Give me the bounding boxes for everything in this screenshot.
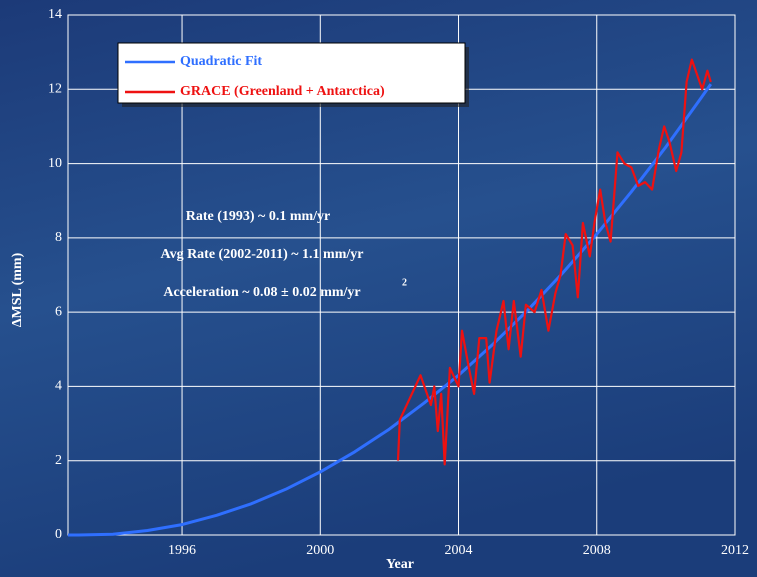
y-tick-label: 14 [48, 7, 62, 22]
y-tick-label: 10 [48, 156, 62, 171]
annotation-superscript: 2 [402, 277, 407, 288]
annotation: Rate (1993) ~ 0.1 mm/yr [186, 209, 331, 224]
series-line [68, 83, 713, 537]
x-tick-label: 2008 [583, 543, 611, 558]
y-tick-label: 6 [55, 304, 62, 319]
y-tick-label: 12 [48, 82, 62, 97]
y-tick-label: 4 [55, 379, 62, 394]
y-tick-label: 0 [55, 527, 62, 542]
x-tick-label: 2012 [721, 543, 749, 558]
legend [117, 42, 466, 104]
legend-label: Quadratic Fit [180, 54, 262, 69]
y-tick-label: 2 [55, 453, 62, 468]
annotation: Acceleration ~ 0.08 ± 0.02 mm/yr [163, 285, 360, 300]
series-line [396, 58, 712, 466]
plot-frame [67, 14, 736, 536]
annotation: Avg Rate (2002-2011) ~ 1.1 mm/yr [161, 247, 364, 262]
x-tick-label: 2000 [306, 543, 334, 558]
x-axis-label: Year [386, 557, 414, 572]
x-tick-label: 2004 [445, 543, 473, 558]
x-tick-label: 1996 [168, 543, 196, 558]
y-tick-label: 8 [55, 230, 62, 245]
y-axis-label: ΔMSL (mm) [10, 252, 25, 327]
legend-label: GRACE (Greenland + Antarctica) [180, 84, 385, 99]
